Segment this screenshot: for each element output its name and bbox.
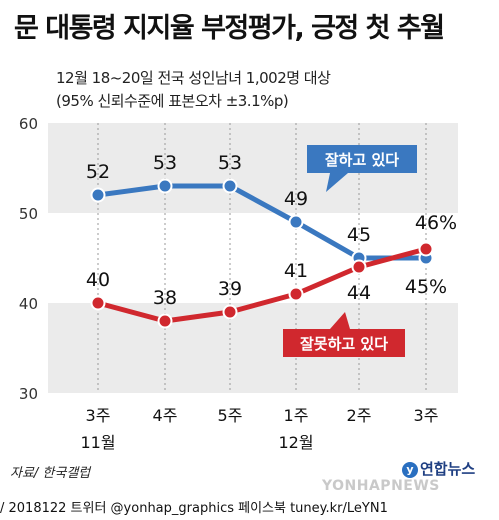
- data-label: 39: [218, 278, 242, 300]
- legend-callout-approve-pointer: [326, 173, 348, 192]
- x-tick-label: 3주: [86, 406, 111, 425]
- data-point: [90, 295, 106, 311]
- x-tick-label: 3주: [414, 406, 439, 425]
- survey-subtitle: 12월 18~20일 전국 성인남녀 1,002명 대상: [56, 69, 331, 87]
- x-tick-month-label: 12월: [278, 433, 313, 452]
- data-point: [418, 241, 434, 257]
- data-source: 자료/ 한국갤럽: [10, 466, 91, 481]
- x-tick-month-label: 11월: [80, 433, 115, 452]
- legend-callout-disapprove-box: [283, 329, 405, 357]
- data-label: 53: [218, 152, 242, 174]
- footer-credit: / 2018122 트위터 @yonhap_graphics 페이스북 tune…: [0, 501, 388, 516]
- line-chart: 30 40 50 60 3주 11월 4주 5주 1주 12월 2주 3주 52 53 53 49 45 45% 4…: [19, 115, 458, 452]
- series-line: [97, 246, 427, 324]
- watermark: YONHAPNEWS: [322, 478, 440, 494]
- data-label: 46%: [415, 212, 457, 234]
- y-tick-label: 40: [19, 295, 38, 313]
- legend-callout-approve-text: 잘하고 있다: [325, 151, 399, 169]
- x-tick-label: 4주: [153, 406, 178, 425]
- data-label: 45%: [405, 276, 447, 298]
- data-point: [157, 178, 173, 194]
- x-tick-label: 5주: [218, 406, 243, 425]
- data-point: [351, 259, 367, 275]
- data-point: [90, 187, 106, 203]
- data-label: 53: [153, 152, 177, 174]
- data-label: 52: [86, 161, 110, 183]
- chart-title: 문 대통령 지지율 부정평가, 긍정 첫 추월: [14, 13, 445, 44]
- data-label: 45: [347, 224, 371, 246]
- margin-of-error-note: (95% 신뢰수준에 표본오차 ±3.1%p): [56, 92, 289, 110]
- data-label: 40: [86, 269, 110, 291]
- y-tick-label: 30: [19, 385, 38, 403]
- data-point: [222, 304, 238, 320]
- series-line: [97, 183, 426, 261]
- yonhap-logo-icon: y: [402, 462, 418, 478]
- data-point: [157, 313, 173, 329]
- yonhap-logo: y 연합뉴스: [402, 458, 475, 479]
- x-tick-label: 1주: [284, 406, 309, 425]
- x-tick-label: 2주: [347, 406, 372, 425]
- yonhap-logo-text: 연합뉴스: [420, 460, 476, 478]
- data-label: 38: [153, 287, 177, 309]
- legend-callout-disapprove-text: 잘못하고 있다: [300, 335, 388, 353]
- y-tick-label: 60: [19, 115, 38, 133]
- y-tick-label: 50: [19, 205, 38, 223]
- data-label: 49: [284, 188, 308, 210]
- data-point: [288, 214, 304, 230]
- data-label: 44: [347, 282, 371, 304]
- legend-callout-approve-box: [307, 145, 417, 173]
- legend-callout-disapprove-pointer: [330, 312, 350, 329]
- data-point: [288, 286, 304, 302]
- data-point: [222, 178, 238, 194]
- data-label: 41: [284, 260, 308, 282]
